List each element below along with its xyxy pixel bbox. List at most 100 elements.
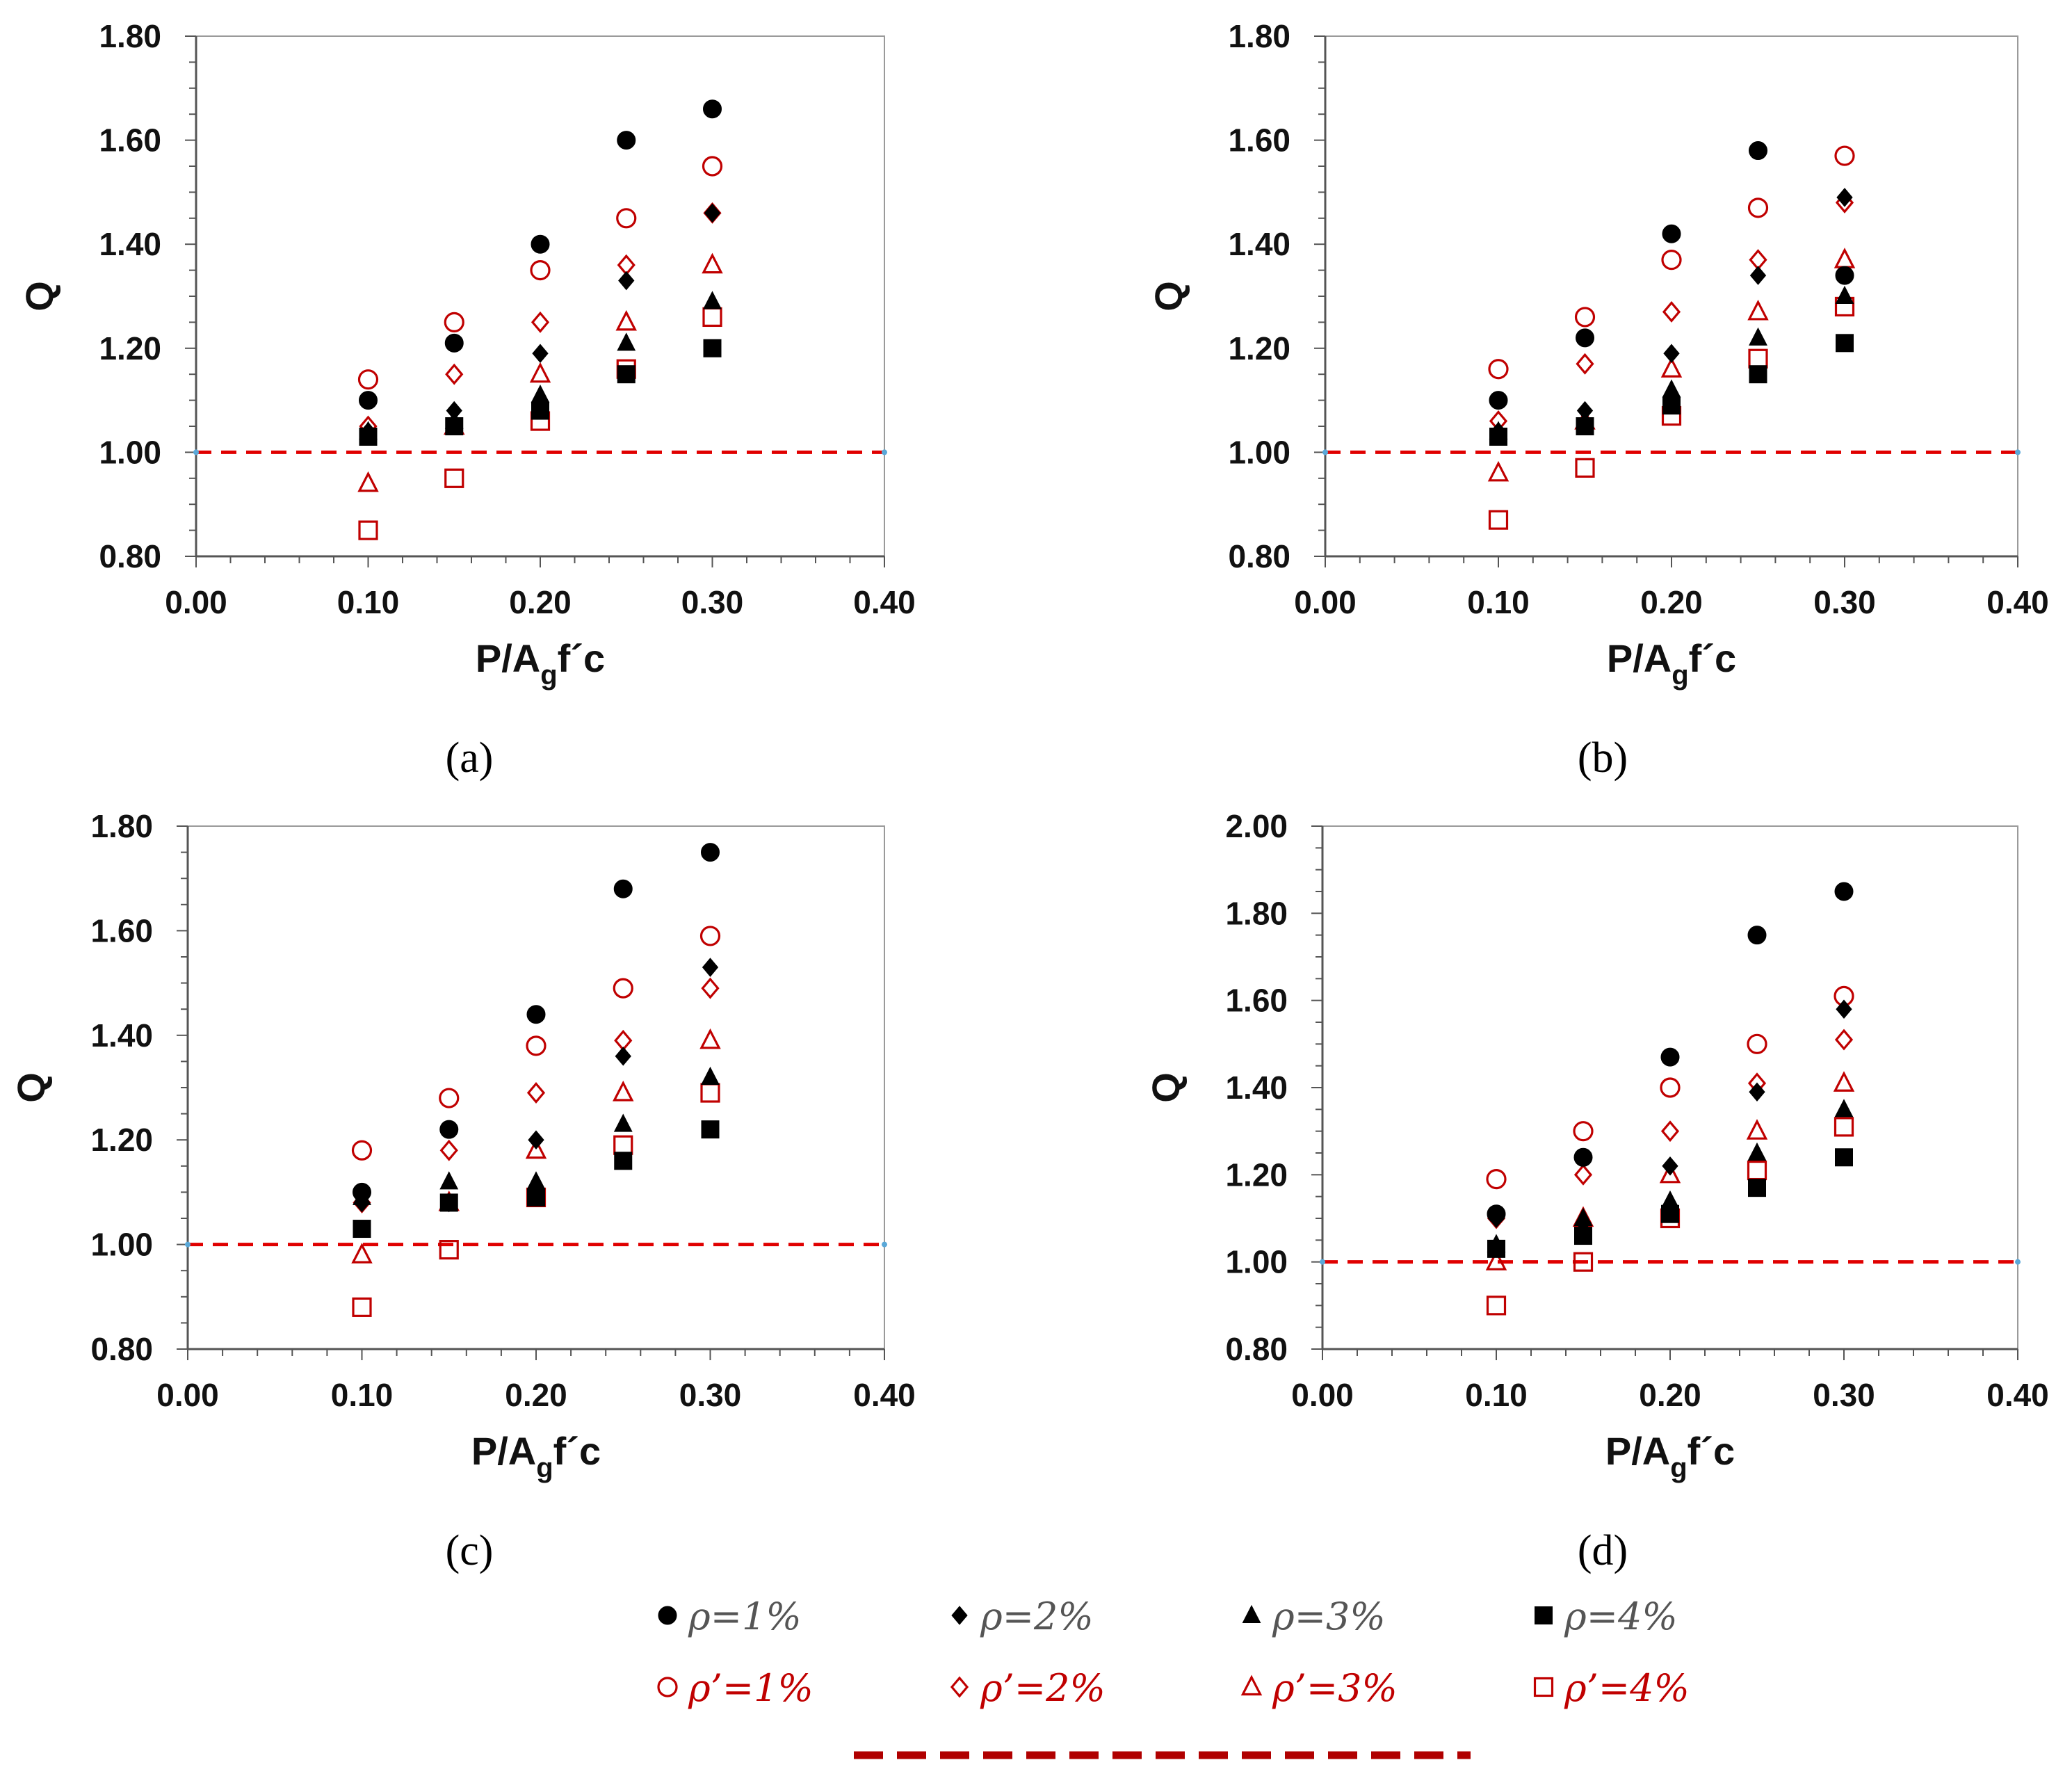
- y-axis-title: Q: [9, 1072, 53, 1103]
- data-point-diamond-hollow: [445, 363, 464, 385]
- y-tick-label: 1.00: [99, 434, 161, 470]
- legend-marker-square-hollow: [1533, 1677, 1554, 1697]
- x-tick-label: 0.40: [1986, 584, 2049, 620]
- legend-marker-circle-hollow: [657, 1677, 678, 1697]
- reference-line-end-marker: [2015, 449, 2021, 455]
- x-tick-label: 0.20: [509, 584, 572, 620]
- data-point-diamond-filled: [528, 1130, 544, 1149]
- panel-caption: (b): [1578, 734, 1628, 782]
- data-point-triangle-filled: [526, 1171, 546, 1190]
- chart-panel-d: 0.00 0.10 0.20 0.30 0.40 0.80 1.00 1.20 1.40 1.60…: [1144, 808, 2049, 1483]
- y-tick-label: 1.80: [90, 808, 153, 844]
- data-point-square-filled: [439, 1193, 458, 1212]
- legend-marker-circle-filled: [658, 1606, 677, 1625]
- x-tick-label: 0.30: [1813, 584, 1876, 620]
- x-tick-label: 0.40: [853, 1377, 916, 1413]
- data-point-diamond-hollow: [439, 1139, 458, 1161]
- data-point-triangle-hollow: [1660, 357, 1683, 378]
- data-point-circle-filled: [1660, 1047, 1680, 1067]
- data-point-diamond-filled: [1749, 266, 1767, 285]
- data-point-circle-filled: [703, 99, 722, 119]
- data-point-circle-hollow: [1660, 1077, 1681, 1098]
- data-point-circle-hollow: [444, 312, 464, 332]
- data-point-triangle-filled: [1749, 327, 1767, 346]
- data-point-square-hollow: [700, 1083, 720, 1103]
- data-point-circle-filled: [1834, 882, 1854, 901]
- legend-marker-diamond-hollow: [950, 1676, 969, 1698]
- data-point-triangle-hollow: [1487, 460, 1510, 482]
- data-point-triangle-hollow: [351, 1243, 373, 1264]
- data-point-diamond-hollow: [701, 977, 720, 999]
- data-point-square-hollow: [1748, 348, 1768, 369]
- data-point-circle-filled: [359, 391, 378, 410]
- data-point-triangle-filled: [1835, 285, 1854, 304]
- data-point-square-filled: [1835, 1148, 1853, 1167]
- panel-caption: (a): [446, 734, 494, 782]
- data-point-circle-filled: [617, 131, 636, 150]
- data-point-triangle-filled: [1662, 379, 1681, 398]
- data-point-square-hollow: [1575, 458, 1595, 478]
- y-axis-title: Q: [1144, 1072, 1188, 1103]
- data-point-circle-hollow: [616, 208, 637, 229]
- legend-label: ρ=1%: [688, 1595, 802, 1638]
- data-point-triangle-hollow: [1833, 1071, 1855, 1092]
- x-tick-label: 0.00: [1294, 584, 1357, 620]
- x-axis-title-subscript: g: [536, 1453, 553, 1483]
- legend-label: ρ’=4%: [1564, 1666, 1690, 1710]
- data-point-triangle-hollow: [1659, 1162, 1681, 1184]
- data-point-diamond-filled: [1488, 1209, 1505, 1228]
- data-point-circle-filled: [531, 234, 550, 254]
- data-point-triangle-hollow: [613, 1081, 634, 1102]
- legend-marker-diamond-filled: [951, 1606, 968, 1625]
- legend-label: ρ’=1%: [688, 1666, 814, 1710]
- panel-caption: (d): [1578, 1527, 1628, 1574]
- y-tick-label: 0.80: [1228, 538, 1290, 574]
- x-axis-title: P/Agf´c: [1605, 1429, 1735, 1483]
- legend-marker-square-filled: [1535, 1606, 1553, 1624]
- data-point-square-filled: [1574, 1227, 1592, 1245]
- data-point-diamond-hollow: [1573, 1163, 1593, 1186]
- data-point-triangle-filled: [1573, 1207, 1593, 1226]
- data-point-triangle-filled: [1834, 1099, 1854, 1118]
- x-tick-label: 0.40: [1986, 1377, 2049, 1413]
- data-point-circle-filled: [1662, 224, 1681, 243]
- x-axis-title-main: P/A: [471, 1429, 536, 1473]
- x-axis-title-main: P/A: [1605, 1429, 1670, 1473]
- reference-line-end-marker: [1320, 1259, 1325, 1265]
- data-point-circle-hollow: [526, 1035, 547, 1056]
- y-tick-label: 1.20: [99, 330, 161, 366]
- data-point-circle-filled: [439, 1120, 459, 1139]
- plot-frame: [195, 35, 885, 557]
- x-tick-label: 0.00: [1291, 1377, 1354, 1413]
- x-axis-title-subscript: g: [1672, 660, 1688, 691]
- data-point-circle-hollow: [439, 1088, 460, 1108]
- data-point-triangle-filled: [613, 1113, 633, 1132]
- data-point-triangle-filled: [617, 332, 636, 351]
- data-point-square-filled: [527, 1188, 545, 1207]
- y-tick-label: 1.40: [1225, 1070, 1288, 1106]
- x-axis-title: P/Agf´c: [471, 1429, 601, 1483]
- data-point-square-filled: [1749, 365, 1767, 384]
- legend-label: ρ’=3%: [1272, 1666, 1398, 1710]
- data-point-circle-filled: [701, 843, 720, 862]
- data-point-diamond-filled: [532, 344, 549, 364]
- x-axis-title-tail: f´c: [1689, 636, 1736, 680]
- x-tick-label: 0.10: [1467, 584, 1530, 620]
- data-point-square-hollow: [352, 1297, 372, 1317]
- data-point-diamond-hollow: [1660, 1120, 1680, 1143]
- legend-label: ρ=2%: [980, 1595, 1094, 1638]
- x-tick-label: 0.20: [505, 1377, 567, 1413]
- x-tick-label: 0.20: [1640, 584, 1703, 620]
- x-tick-label: 0.00: [165, 584, 227, 620]
- data-point-circle-filled: [1489, 391, 1508, 410]
- panel-caption: (c): [446, 1527, 494, 1574]
- data-point-triangle-filled: [703, 291, 722, 309]
- data-point-diamond-hollow: [526, 1082, 546, 1104]
- data-point-circle-hollow: [613, 978, 633, 999]
- data-point-circle-filled: [526, 1005, 546, 1024]
- x-tick-label: 0.10: [331, 1377, 394, 1413]
- data-point-square-hollow: [444, 468, 464, 488]
- data-point-triangle-hollow: [1834, 248, 1856, 268]
- data-point-circle-filled: [1749, 141, 1767, 161]
